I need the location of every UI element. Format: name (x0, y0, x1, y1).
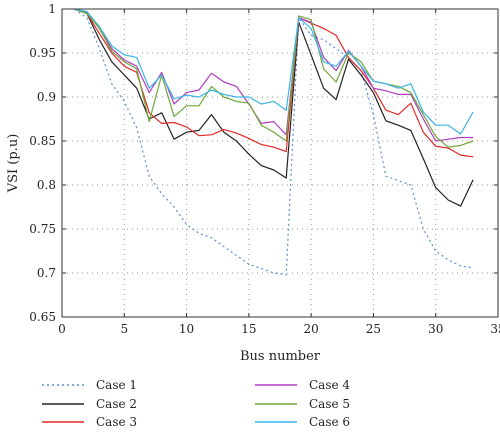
y-tick-label: 1 (48, 2, 56, 16)
series-layer (74, 8, 474, 276)
series-line-case-2 (74, 8, 474, 207)
legend-label-case-5: Case 5 (309, 397, 350, 411)
x-tick-label: 25 (366, 322, 381, 336)
y-tick-label: 0.65 (29, 310, 56, 324)
x-tick-label: 30 (428, 322, 443, 336)
x-axis-label: Bus number (240, 349, 321, 364)
series-line-case-1 (74, 8, 474, 276)
series-line-case-6 (74, 8, 474, 135)
y-tick-label: 0.85 (29, 134, 56, 148)
y-tick-label: 0.9 (37, 90, 56, 104)
x-tick-label: 5 (120, 322, 128, 336)
x-tick-label: 0 (58, 322, 66, 336)
x-tick-label: 35 (490, 322, 500, 336)
x-tick-label: 10 (179, 322, 194, 336)
tick-layer: 0 5 10 15 20 25 30 35 0.65 0.7 0.75 0.8 0.85 0.9 0.95 1 (29, 2, 500, 336)
plot-frame (61, 8, 499, 318)
series-line-case-4 (74, 8, 474, 142)
series-line-case-5 (74, 8, 474, 148)
x-tick-label: 20 (304, 322, 319, 336)
legend: Case 1 Case 2 Case 3 Case 4 Case 5 Case 6 (42, 378, 350, 429)
y-tick-label: 0.7 (37, 266, 56, 280)
y-axis-label: VSI (p.u) (6, 134, 21, 194)
legend-label-case-3: Case 3 (96, 415, 137, 429)
legend-label-case-1: Case 1 (96, 378, 137, 392)
legend-label-case-6: Case 6 (309, 415, 350, 429)
y-tick-label: 0.95 (29, 46, 56, 60)
x-tick-label: 15 (241, 322, 256, 336)
y-tick-label: 0.75 (29, 222, 56, 236)
legend-label-case-4: Case 4 (309, 378, 350, 392)
y-tick-label: 0.8 (37, 178, 56, 192)
legend-label-case-2: Case 2 (96, 397, 137, 411)
